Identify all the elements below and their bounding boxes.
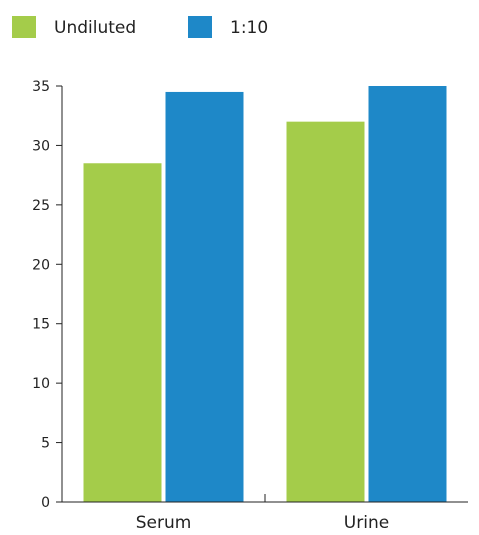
y-tick-label: 25 [32, 198, 50, 214]
bar-1-10-serum [165, 91, 244, 502]
legend-swatch [12, 16, 36, 38]
legend-swatch [188, 16, 212, 38]
bar-undiluted-serum [83, 163, 162, 502]
y-tick-label: 10 [32, 376, 50, 392]
bar-undiluted-urine [286, 121, 365, 503]
y-tick-label: 20 [32, 257, 50, 273]
y-tick-label: 35 [32, 79, 50, 95]
y-tick-label: 5 [41, 436, 50, 452]
axes: 0 5 10 15 20 25 30 35 Serum Urine [32, 79, 468, 533]
legend-label: 1:10 [230, 18, 268, 38]
bar-1-10-urine [368, 86, 447, 502]
x-tick-label: Serum [136, 513, 192, 533]
y-tick-label: 0 [41, 495, 50, 511]
legend: Undiluted 1:10 [12, 16, 268, 38]
y-tick-label: 30 [32, 138, 50, 154]
legend-label: Undiluted [54, 18, 136, 38]
x-tick-label: Urine [344, 513, 389, 533]
y-tick-label: 15 [32, 317, 50, 333]
bars [83, 86, 447, 503]
